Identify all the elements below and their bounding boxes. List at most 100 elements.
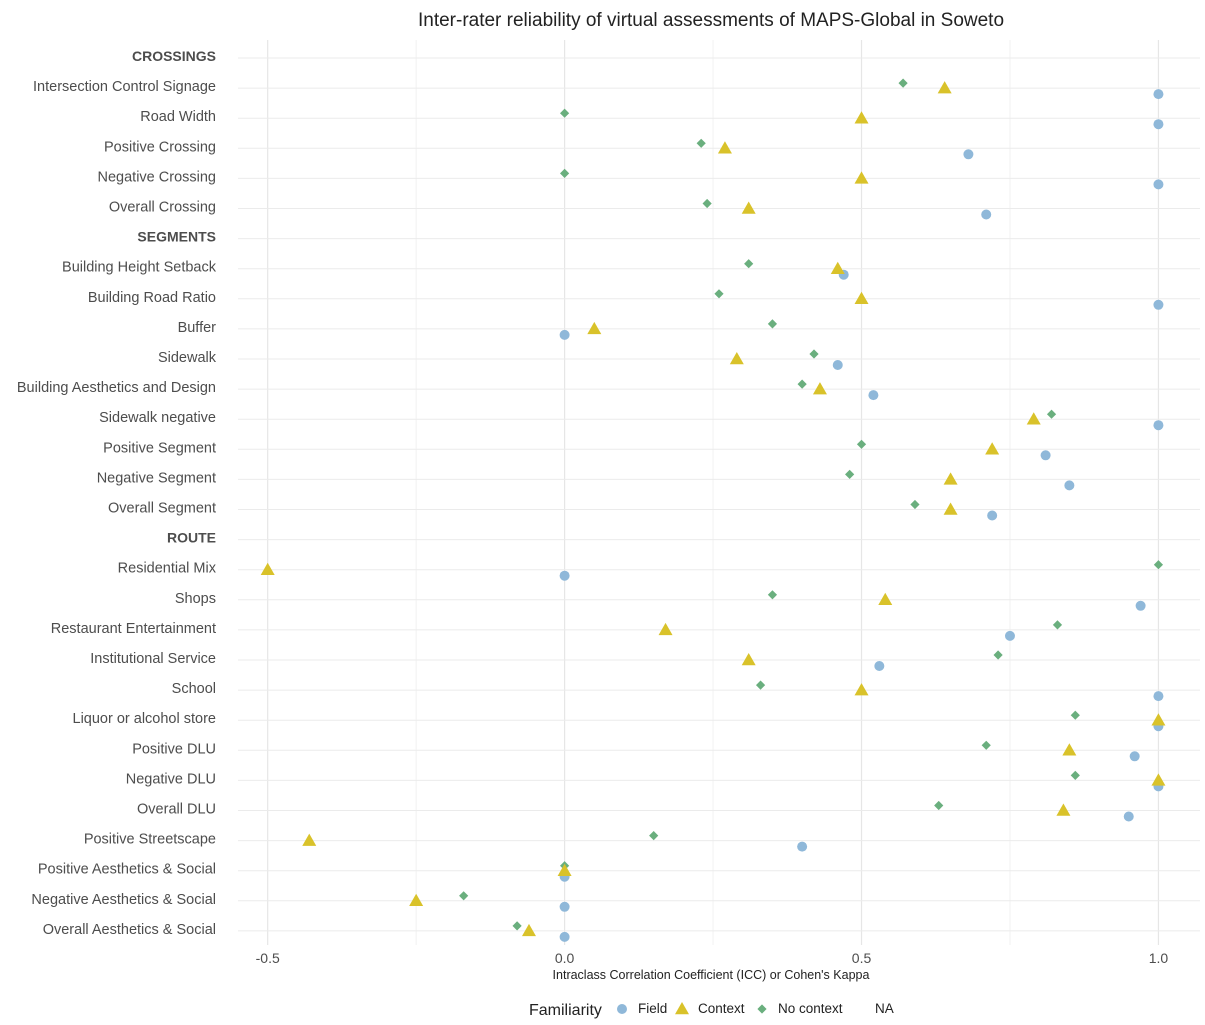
category-label: Shops: [175, 591, 216, 607]
section-header-label: SEGMENTS: [137, 229, 216, 245]
context-point: [741, 653, 756, 666]
x-tick-label: 0.5: [852, 950, 872, 966]
context-point: [741, 201, 756, 214]
context-point: [1026, 412, 1041, 425]
category-label: Building Aesthetics and Design: [17, 380, 216, 396]
context-point: [812, 382, 827, 395]
legend-label: No context: [778, 1001, 843, 1016]
category-label: Institutional Service: [90, 651, 216, 667]
category-label: Overall Crossing: [109, 200, 216, 216]
legend-label: NA: [875, 1001, 894, 1016]
category-label: Residential Mix: [118, 561, 217, 577]
legend-key-field: [617, 1004, 627, 1014]
field-point: [832, 360, 843, 370]
field-point: [559, 329, 570, 340]
category-label: Positive Aesthetics & Social: [38, 862, 216, 878]
no-context-point: [767, 319, 778, 329]
category-label: Buffer: [178, 320, 217, 336]
field-point: [1153, 179, 1164, 190]
category-label: Liquor or alcohol store: [73, 711, 216, 727]
category-label: Road Width: [140, 109, 216, 125]
category-label: Sidewalk: [158, 350, 217, 366]
no-context-point: [560, 168, 570, 178]
category-label: Negative Aesthetics & Social: [31, 892, 216, 908]
category-label: School: [172, 681, 216, 697]
context-point: [830, 261, 845, 274]
field-point: [1064, 480, 1075, 491]
category-label: Building Height Setback: [62, 260, 217, 276]
no-context-point: [845, 469, 855, 479]
legend-key-context: [675, 1002, 689, 1015]
field-point: [981, 209, 992, 220]
section-header-label: ROUTE: [167, 530, 216, 546]
category-label: Negative Segment: [97, 470, 216, 486]
chart-title: Inter-rater reliability of virtual asses…: [418, 10, 1004, 31]
field-point: [1153, 89, 1164, 100]
context-point: [587, 321, 602, 335]
category-label: Sidewalk negative: [99, 410, 216, 426]
context-point: [937, 81, 952, 94]
x-tick-labels: -0.5 0.0 0.5 1.0: [256, 950, 1169, 966]
category-label: Restaurant Entertainment: [51, 621, 216, 637]
category-label: Positive Segment: [103, 440, 216, 456]
context-point: [302, 833, 317, 846]
no-context-point: [714, 289, 724, 299]
category-label: Positive Crossing: [104, 139, 216, 155]
field-point: [1129, 751, 1140, 762]
category-label: Negative Crossing: [98, 169, 216, 185]
no-context-point: [1052, 620, 1063, 630]
context-point: [658, 622, 673, 636]
x-axis-label: Intraclass Correlation Coefficient (ICC)…: [553, 968, 870, 982]
field-point: [1004, 630, 1015, 641]
field-point: [1153, 691, 1164, 702]
field-point: [1153, 299, 1164, 310]
category-label: Overall Aesthetics & Social: [43, 922, 216, 938]
no-context-point: [1070, 770, 1080, 780]
section-header-label: CROSSINGS: [132, 48, 216, 64]
no-context-point: [856, 439, 867, 449]
grid-layer: [238, 40, 1200, 945]
no-context-point: [696, 138, 706, 148]
context-point: [854, 171, 869, 184]
context-point: [1151, 713, 1166, 726]
field-point: [987, 510, 998, 521]
data-points: [260, 78, 1166, 942]
context-point: [854, 683, 869, 696]
category-label: Positive Streetscape: [84, 832, 216, 848]
no-context-point: [1070, 710, 1080, 720]
no-context-point: [910, 499, 920, 510]
no-context-point: [797, 379, 807, 389]
no-context-point: [560, 108, 570, 118]
no-context-point: [459, 891, 469, 901]
field-point: [559, 931, 570, 942]
no-context-point: [512, 921, 522, 931]
no-context-point: [1046, 409, 1057, 419]
context-point: [878, 592, 893, 606]
field-point: [1153, 420, 1164, 431]
x-tick-label: 0.0: [555, 950, 575, 966]
field-point: [874, 661, 885, 671]
context-point: [943, 472, 958, 485]
context-point: [729, 352, 744, 365]
legend: Familiarity Field Context No context NA: [529, 1001, 894, 1019]
field-point: [559, 901, 570, 912]
no-context-point: [744, 259, 754, 269]
x-tick-label: -0.5: [256, 950, 280, 966]
context-point: [260, 562, 275, 575]
no-context-point: [993, 650, 1003, 660]
legend-label: Field: [638, 1001, 667, 1016]
category-label: Negative DLU: [126, 771, 216, 787]
no-context-point: [649, 831, 659, 841]
field-point: [1153, 119, 1164, 130]
context-point: [521, 923, 536, 937]
field-point: [963, 149, 974, 160]
no-context-point: [809, 349, 819, 359]
no-context-point: [1153, 560, 1164, 570]
context-point: [1056, 803, 1071, 816]
field-point: [1040, 450, 1051, 461]
no-context-point: [702, 198, 712, 209]
field-point: [797, 841, 808, 852]
category-label: Overall DLU: [137, 802, 216, 818]
category-label: Intersection Control Signage: [33, 79, 216, 95]
